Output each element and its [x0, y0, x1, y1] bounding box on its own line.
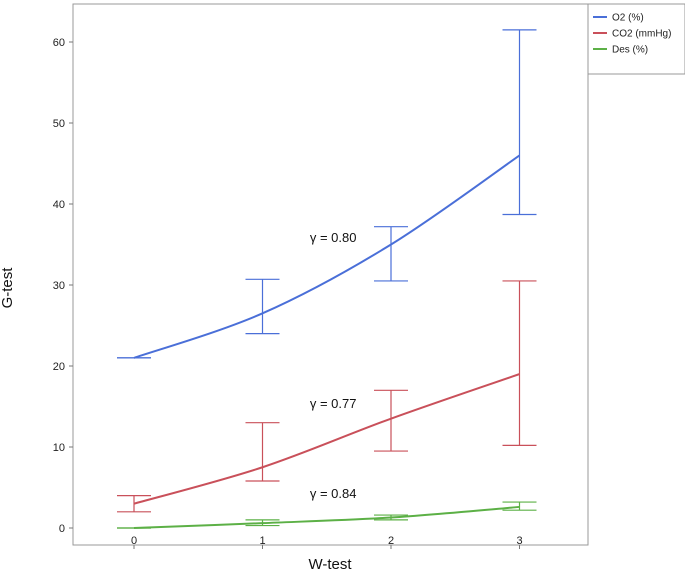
gamma-annotation: γ = 0.84 [310, 486, 357, 501]
y-axis-title: G-test [0, 267, 16, 309]
axis-layer: 0 10 20 30 40 50 60 0 1 2 3 [53, 37, 523, 549]
x-tick-label: 1 [259, 535, 265, 547]
x-axis-title: W-test [308, 556, 352, 573]
gamma-annotation: γ = 0.80 [310, 230, 357, 245]
y-tick-label: 20 [53, 361, 65, 373]
series-0 [117, 29, 537, 359]
legend-layer: O2 (%) CO2 (mmHg) Des (%) [593, 13, 671, 56]
x-tick-label: 3 [516, 535, 522, 547]
y-tick-label: 0 [59, 523, 65, 535]
y-tick-label: 30 [53, 280, 65, 292]
y-tick-label: 10 [53, 442, 65, 454]
series-1 [117, 280, 537, 513]
y-tick-label: 60 [53, 37, 65, 49]
y-tick-label: 40 [53, 199, 65, 211]
legend-box [587, 3, 685, 75]
plot-layer: γ = 0.80 γ = 0.77 γ = 0.84 [117, 29, 537, 529]
series-line [133, 505, 520, 529]
plot-frame [72, 3, 589, 546]
gamma-annotation: γ = 0.77 [310, 396, 357, 411]
legend-entry: O2 (%) [612, 13, 644, 24]
x-tick-label: 2 [388, 535, 394, 547]
x-tick-label: 0 [131, 535, 137, 547]
series-line [133, 154, 521, 359]
legend-entry: CO2 (mmHg) [612, 29, 671, 40]
series-2 [117, 501, 537, 529]
series-line [133, 373, 520, 505]
y-tick-label: 50 [53, 118, 65, 130]
legend-entry: Des (%) [612, 45, 648, 56]
